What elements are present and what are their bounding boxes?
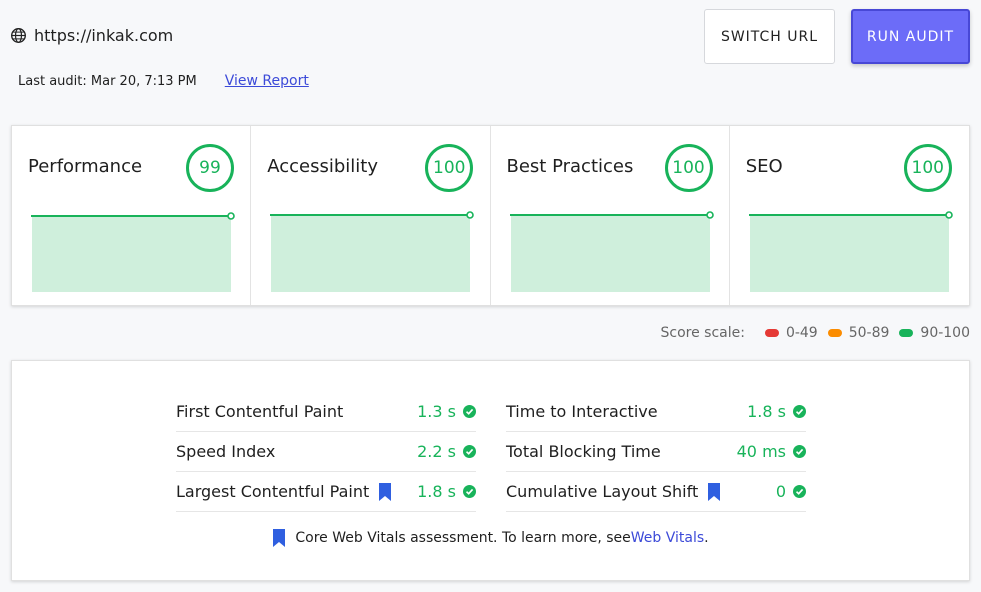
metric-value: 1.8 s [417,482,456,501]
metric-value-wrap: 2.2 s [417,442,476,461]
switch-url-button[interactable]: SWITCH URL [704,9,835,64]
metrics-column-right: Time to Interactive 1.8 s Total Blocking… [506,392,806,512]
score-history-chart [748,211,953,292]
header: https://inkak.com Last audit: Mar 20, 7:… [0,0,981,110]
metric-name: First Contentful Paint [176,402,344,421]
metrics-column-left: First Contentful Paint 1.3 s Speed Index… [176,392,476,512]
metric-value-wrap: 0 [776,482,806,501]
category-scores: Performance 99 Accessibility 100 Best Pr… [11,125,970,306]
metric-value-wrap: 40 ms [737,442,806,461]
category-title: Accessibility [267,156,379,177]
metric-value: 2.2 s [417,442,456,461]
bookmark-icon [708,482,721,501]
metric-name: Cumulative Layout Shift [506,482,699,501]
last-audit-timestamp: Last audit: Mar 20, 7:13 PM [18,73,197,89]
metric-row: First Contentful Paint 1.3 s [176,392,476,432]
red-pill-icon [764,329,779,337]
check-circle-icon [793,485,806,498]
metric-name-wrap: Cumulative Layout Shift [506,482,721,501]
score-gauge: 100 [664,144,713,192]
category-title: SEO [745,156,783,177]
metrics-panel: First Contentful Paint 1.3 s Speed Index… [11,360,970,581]
card-best-practices[interactable]: Best Practices 100 [491,126,730,305]
green-pill-icon [899,329,914,337]
core-web-vitals-note: Core Web Vitals assessment. To learn mor… [12,529,969,547]
score-history-chart [270,211,475,292]
metric-value: 40 ms [736,442,786,461]
metric-row: Total Blocking Time 40 ms [506,432,806,472]
footnote-text: Core Web Vitals assessment. To learn mor… [295,530,631,546]
metric-name: Total Blocking Time [506,442,661,461]
scale-range-average: 50-89 [827,325,890,341]
scale-range-label: 50-89 [848,325,890,341]
metric-value-wrap: 1.3 s [417,402,476,421]
metric-value: 1.3 s [417,402,456,421]
score-gauge: 100 [425,144,474,192]
category-title: Performance [28,156,143,177]
scale-range-label: 0-49 [785,325,818,341]
scale-range-label: 90-100 [920,325,970,341]
score-scale-legend: Score scale: 0-49 50-89 90-100 [660,325,970,341]
category-title: Best Practices [506,156,634,177]
check-circle-icon [793,405,806,418]
card-performance[interactable]: Performance 99 [12,126,252,305]
score-history-chart [31,212,235,292]
score-gauge: 100 [903,144,952,192]
metric-row: Cumulative Layout Shift 0 [506,472,806,512]
bookmark-icon [273,529,286,547]
view-report-link[interactable]: View Report [224,73,309,89]
bookmark-icon [379,482,392,501]
scale-range-poor: 0-49 [764,325,818,341]
check-circle-icon [463,485,476,498]
metric-value: 0 [775,482,786,501]
run-audit-button[interactable]: RUN AUDIT [851,9,970,64]
check-circle-icon [463,405,476,418]
score-history-chart [509,211,714,292]
card-seo[interactable]: SEO 100 [730,126,969,305]
metric-value-wrap: 1.8 s [747,402,806,421]
metric-row: Largest Contentful Paint 1.8 s [176,472,476,512]
metric-name: Largest Contentful Paint [176,482,370,501]
scale-range-good: 90-100 [899,325,970,341]
globe-icon [11,28,26,43]
url-display: https://inkak.com [10,26,173,45]
metric-name-wrap: Largest Contentful Paint [176,482,392,501]
metric-row: Speed Index 2.2 s [176,432,476,472]
orange-pill-icon [827,329,842,337]
card-accessibility[interactable]: Accessibility 100 [251,126,491,305]
metric-value: 1.8 s [747,402,786,421]
score-scale-label: Score scale: [660,325,745,341]
metric-row: Time to Interactive 1.8 s [506,392,806,432]
site-url: https://inkak.com [34,26,174,45]
footnote-end: . [704,530,709,546]
metric-name: Speed Index [176,442,276,461]
web-vitals-link[interactable]: Web Vitals [630,530,705,546]
score-gauge: 99 [186,144,234,192]
metric-value-wrap: 1.8 s [417,482,476,501]
check-circle-icon [463,445,476,458]
check-circle-icon [793,445,806,458]
metric-name: Time to Interactive [506,402,658,421]
